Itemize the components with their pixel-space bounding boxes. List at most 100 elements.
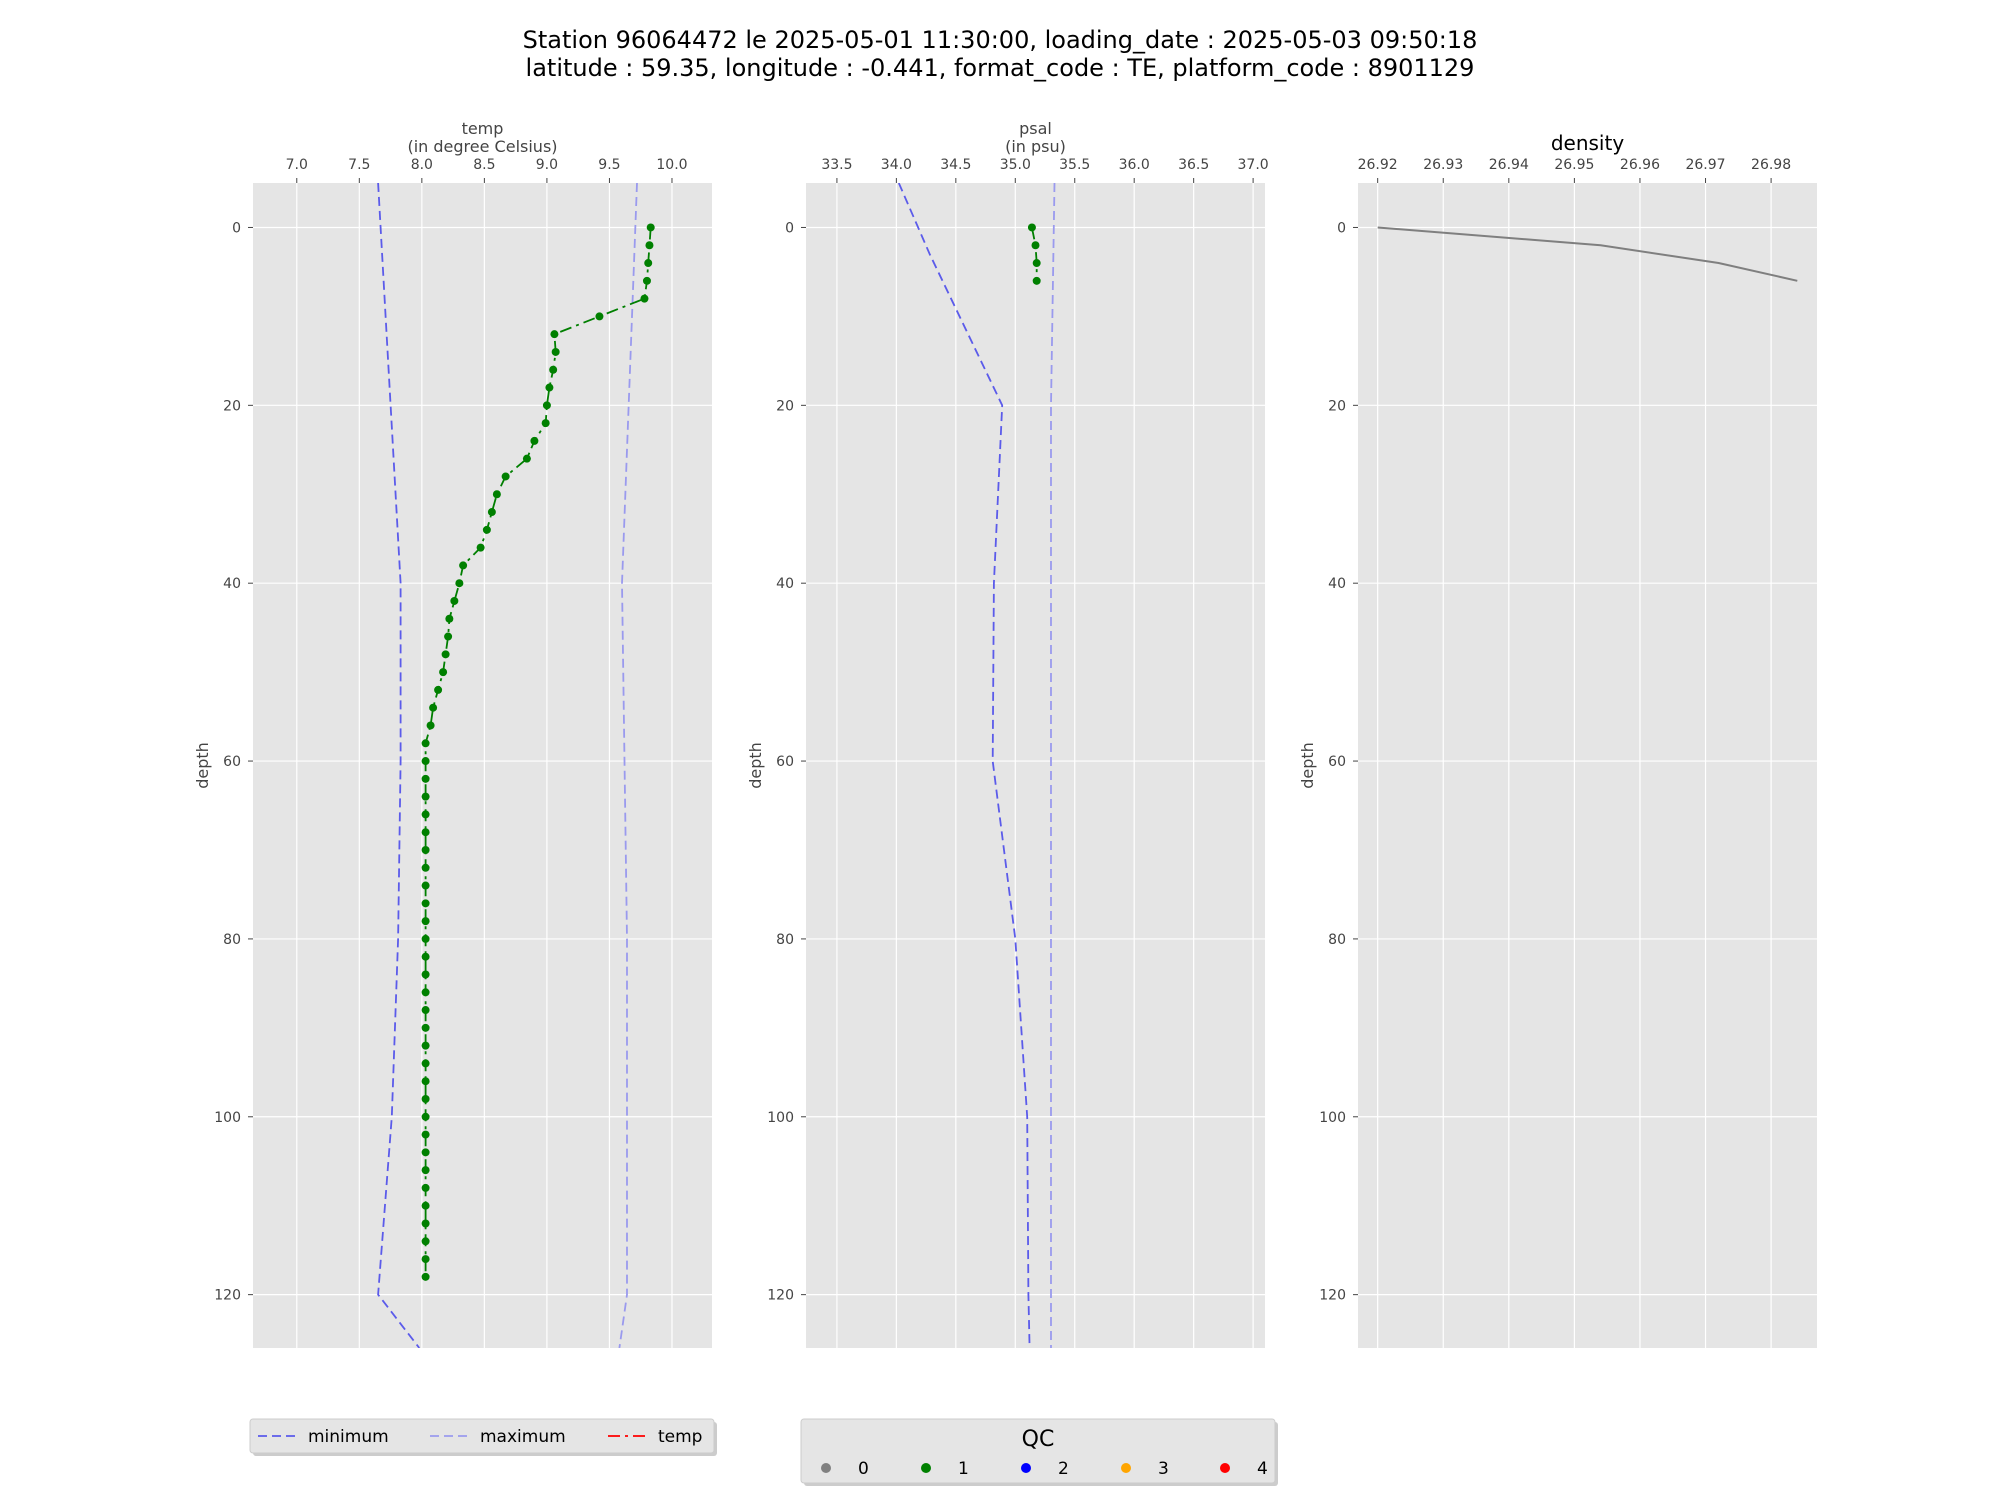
y-tick-label: 0: [232, 220, 241, 236]
y-tick-label: 40: [776, 576, 794, 592]
y-tick-label: 120: [767, 1288, 794, 1304]
x-tick-label: 26.95: [1554, 157, 1594, 173]
y-tick-label: 20: [776, 398, 794, 414]
legend-qc-marker: [1121, 1463, 1131, 1473]
data-point: [434, 685, 443, 694]
data-point: [421, 1237, 430, 1246]
y-tick-label: 120: [1319, 1288, 1346, 1304]
x-tick-label: 34.5: [940, 157, 971, 173]
data-point: [421, 1272, 430, 1281]
y-tick-label: 40: [223, 576, 241, 592]
legend-qc-item-0: 0: [821, 1459, 869, 1479]
x-tick-label: 36.0: [1119, 157, 1150, 173]
x-tick-label: 8.5: [473, 157, 495, 173]
data-point: [646, 223, 655, 232]
data-point: [640, 294, 649, 303]
legend-qc-label: 1: [958, 1459, 969, 1479]
y-tick-label: 20: [1328, 398, 1346, 414]
series-line-density: [1377, 226, 1798, 282]
data-point: [421, 1255, 430, 1264]
plot-area: [1358, 183, 1817, 1348]
panels: 7.0 7.5 8.0 8.5 9.0 9.5 10.0 0 20 40 60 80 100 120 tem…: [193, 119, 1817, 1348]
x-tick-label: 33.5: [821, 157, 852, 173]
legend-qc-label: 0: [858, 1459, 869, 1479]
legend-item-minimum: minimum: [258, 1427, 389, 1447]
y-tick-label: 80: [776, 932, 794, 948]
panel-2: 33.5 34.0 34.5 35.0 35.5 36.0 36.5 37.0 0 20 40 60 8…: [746, 119, 1269, 1348]
y-tick-label: 80: [223, 932, 241, 948]
legend-qc-item-1: 1: [921, 1459, 969, 1479]
x-tick-label: 35.5: [1059, 157, 1090, 173]
y-tick-label: 20: [223, 398, 241, 414]
data-point: [501, 472, 510, 481]
y-tick-label: 100: [214, 1110, 241, 1126]
y-tick-label: 100: [767, 1110, 794, 1126]
plot-area: [253, 183, 712, 1348]
data-point: [421, 1006, 430, 1015]
x-tick-label: 26.96: [1620, 157, 1660, 173]
x-axis-unit: (in psu): [1005, 137, 1066, 156]
x-axis-label: psal: [1019, 119, 1052, 138]
data-point: [522, 454, 531, 463]
data-point: [550, 330, 559, 339]
legend-qc-label: 4: [1257, 1459, 1268, 1479]
legend-qc-label: 2: [1058, 1459, 1069, 1479]
data-point: [421, 757, 430, 766]
data-point: [482, 525, 491, 534]
data-point: [551, 347, 560, 356]
data-point: [421, 1201, 430, 1210]
y-tick-label: 60: [776, 754, 794, 770]
x-tick-label: 26.94: [1489, 157, 1529, 173]
x-tick-label: 7.0: [286, 157, 308, 173]
data-point: [421, 1041, 430, 1050]
data-point: [1031, 241, 1040, 250]
legend-series: minimum maximum temp: [249, 1418, 717, 1456]
data-point: [487, 508, 496, 517]
data-point: [421, 952, 430, 961]
legend-qc-item-4: 4: [1220, 1459, 1268, 1479]
data-point: [421, 1112, 430, 1121]
data-point: [421, 1148, 430, 1157]
data-point: [421, 1023, 430, 1032]
legend-qc-item-3: 3: [1121, 1459, 1169, 1479]
series-line-maximum: [1050, 183, 1056, 1348]
data-point: [421, 792, 430, 801]
x-tick-label: 8.0: [411, 157, 433, 173]
data-point: [542, 401, 551, 410]
x-tick-label: 26.93: [1423, 157, 1463, 173]
x-tick-label: 36.5: [1178, 157, 1209, 173]
legend-qc-title: QC: [1022, 1427, 1055, 1452]
data-point: [444, 632, 453, 641]
y-tick-label: 100: [1319, 1110, 1346, 1126]
x-tick-label: 9.5: [598, 157, 620, 173]
data-point: [476, 543, 485, 552]
series-line-minimum: [377, 183, 421, 1348]
data-point: [421, 863, 430, 872]
data-point: [445, 614, 454, 623]
x-tick-label: 37.0: [1238, 157, 1269, 173]
legend-qc-marker: [921, 1463, 931, 1473]
data-point: [421, 1219, 430, 1228]
data-point: [429, 703, 438, 712]
x-tick-label: 10.0: [656, 157, 687, 173]
y-tick-label: 0: [785, 220, 794, 236]
data-point: [595, 312, 604, 321]
data-point: [421, 845, 430, 854]
series-line-minimum: [897, 183, 1031, 1348]
data-point: [450, 596, 459, 605]
axes-title: density: [1551, 131, 1624, 155]
data-point: [421, 810, 430, 819]
data-point: [455, 579, 464, 588]
data-point: [530, 436, 539, 445]
data-point: [421, 1183, 430, 1192]
data-point: [421, 1130, 430, 1139]
data-point: [644, 259, 653, 268]
legend-item-maximum: maximum: [430, 1427, 566, 1447]
legend-qc-label: 3: [1158, 1459, 1169, 1479]
data-point: [421, 828, 430, 837]
data-point: [1032, 276, 1041, 285]
figure-title-line-2: latitude : 59.35, longitude : -0.441, fo…: [526, 54, 1475, 82]
data-point: [439, 668, 448, 677]
data-point: [421, 1059, 430, 1068]
data-point: [421, 881, 430, 890]
